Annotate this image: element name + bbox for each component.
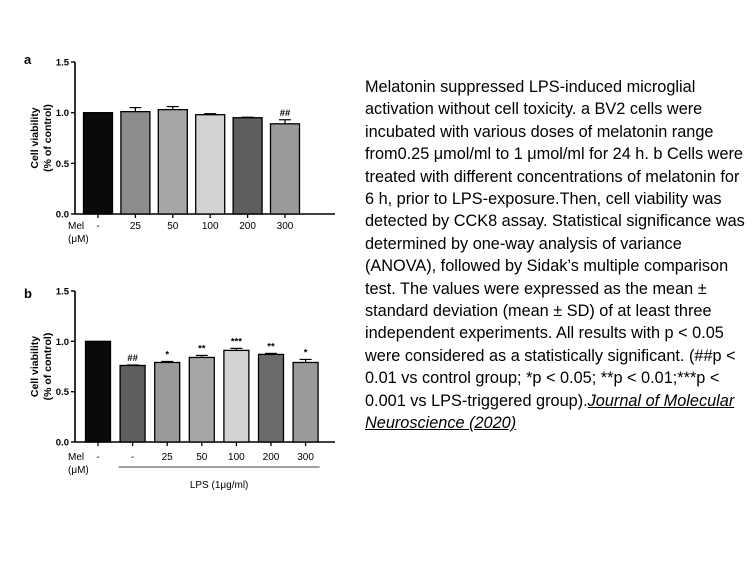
y-axis-title: Cell viability(% of control) xyxy=(29,333,54,401)
y-axis-title-line1: Cell viability xyxy=(29,107,41,168)
x-tick-label: 50 xyxy=(167,221,179,232)
figure-caption: Melatonin suppressed LPS-induced microgl… xyxy=(365,76,745,435)
x-tick-label: - xyxy=(96,221,99,232)
bar xyxy=(188,356,215,443)
bar xyxy=(154,361,181,443)
y-axis-title-line1: Cell viability xyxy=(29,336,41,397)
significance-label: ** xyxy=(267,341,275,352)
bar xyxy=(292,361,319,443)
y-tick-label: 0.5 xyxy=(56,159,70,170)
x-axis-title: Mel xyxy=(68,221,84,232)
y-axis-title-line2: (% of control) xyxy=(42,333,54,401)
significance-label: *** xyxy=(231,336,242,347)
citation-link[interactable]: Journal of Molecular Neuroscience (2020) xyxy=(365,391,735,433)
x-axis-title: Mel xyxy=(68,452,84,463)
x-tick-label: 300 xyxy=(297,452,314,463)
bar xyxy=(257,353,285,443)
bar xyxy=(232,117,263,215)
x-axis-unit: (μM) xyxy=(68,234,89,245)
bar xyxy=(157,108,188,215)
caption-text: Melatonin suppressed LPS-induced microgl… xyxy=(365,78,745,410)
x-tick-label: - xyxy=(96,452,99,463)
x-tick-label: 300 xyxy=(277,221,294,232)
significance-label: ## xyxy=(127,353,138,364)
x-axis-unit: (μM) xyxy=(68,465,89,476)
bar xyxy=(269,123,301,215)
x-tick-label: 100 xyxy=(202,221,219,232)
x-tick-label: - xyxy=(131,452,134,463)
panel-label: b xyxy=(24,286,32,301)
y-tick-label: 1.0 xyxy=(56,337,69,348)
y-axis-title-line2: (% of control) xyxy=(42,104,54,172)
x-tick-label: 25 xyxy=(130,221,142,232)
x-tick-label: 200 xyxy=(263,452,280,463)
bar xyxy=(84,340,112,443)
x-tick-label: 200 xyxy=(239,221,256,232)
chart-panel-a: a Cell viability(% of control) 0.0 0.5 1.0 1.… xyxy=(24,52,335,245)
significance-label: ** xyxy=(198,343,206,354)
y-tick-label: 1.5 xyxy=(56,287,70,298)
significance-label: * xyxy=(304,347,308,358)
y-axis-title: Cell viability(% of control) xyxy=(29,104,54,172)
y-tick-label: 0.5 xyxy=(56,387,70,398)
panel-label: a xyxy=(24,52,32,67)
x-tick-label: 25 xyxy=(162,452,174,463)
y-tick-label: 0.0 xyxy=(56,438,69,449)
y-tick-label: 1.0 xyxy=(56,108,69,119)
y-tick-label: 0.0 xyxy=(56,210,69,221)
group-label: LPS (1μg/ml) xyxy=(190,480,249,491)
bar xyxy=(120,111,151,215)
bar xyxy=(82,112,114,215)
x-tick-label: 100 xyxy=(228,452,245,463)
chart-panel-b: b Cell viability(% of control) 0.0 0.5 1.0 1.… xyxy=(24,286,335,491)
bar xyxy=(223,349,250,443)
bar xyxy=(119,364,146,443)
significance-label: * xyxy=(165,349,169,360)
x-tick-label: 50 xyxy=(196,452,208,463)
y-tick-label: 1.5 xyxy=(56,58,70,69)
significance-label: ## xyxy=(280,108,291,119)
bar xyxy=(195,114,226,215)
